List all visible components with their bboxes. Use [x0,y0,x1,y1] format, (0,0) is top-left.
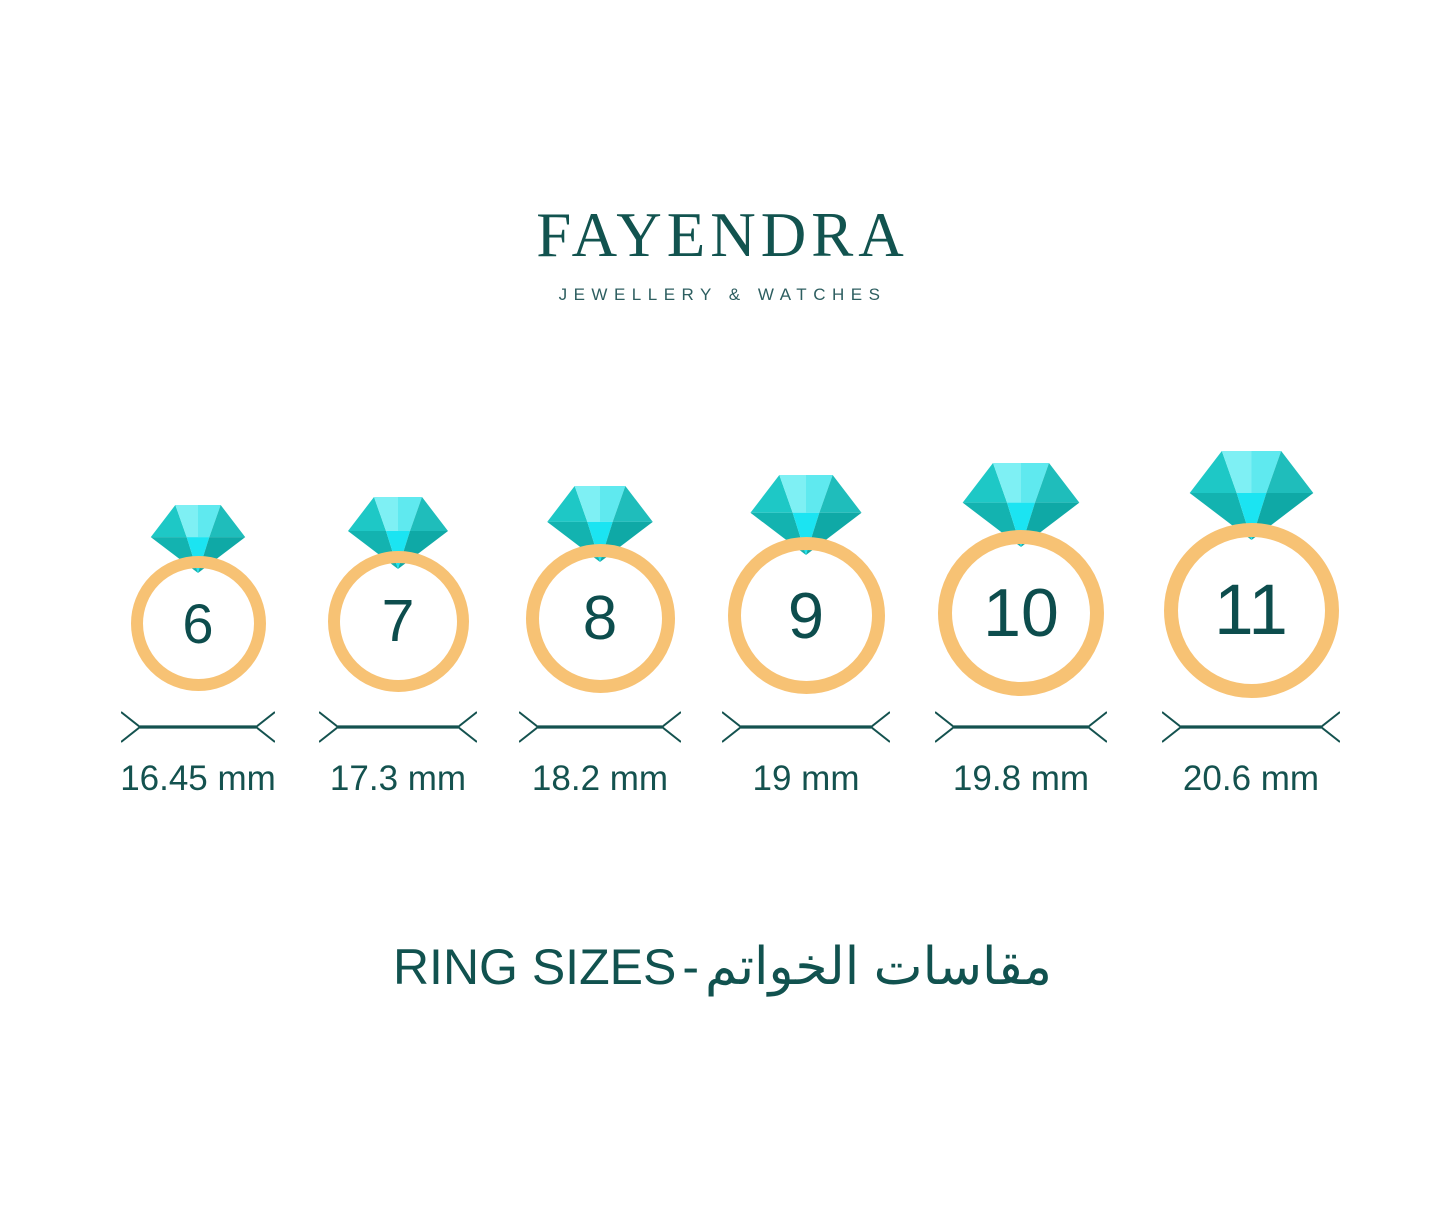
ring-diameter-label: 19 mm [752,759,860,798]
dimension-arrow-shape [1161,711,1341,743]
ring-diameter-label: 16.45 mm [120,759,276,798]
dimension-arrow-shape [120,711,276,743]
ring-diameter-label: 17.3 mm [329,759,467,798]
dimension-arrow [120,707,276,752]
dimension-arrow-shape [934,711,1108,743]
diamond-icon-shape [547,486,653,562]
dimension-arrow [721,707,891,752]
dimension-arrow [518,707,682,752]
ring-size-number: 10 [983,575,1059,651]
dimension-arrow [1161,707,1341,752]
caption-english: RING SIZES [392,939,677,995]
dimension-arrow-shape [318,711,478,743]
ring-size-number: 9 [787,579,825,652]
dimension-arrow-shape [721,711,891,743]
dimension-arrow [318,707,478,752]
brand-tagline: JEWELLERY & WATCHES [558,285,887,304]
diamond-icon [347,497,449,574]
ring-diameter-label: 19.8 mm [952,759,1090,798]
brand-logo: FAYENDRA JEWELLERY & WATCHES [0,204,1445,305]
diamond-icon-shape [348,497,448,569]
brand-name: FAYENDRA [536,200,909,270]
ring-size-number: 8 [582,583,618,653]
caption-separator: - [682,939,699,995]
ring-diameter-label: 20.6 mm [1182,759,1320,798]
ring-size-number: 7 [381,588,415,654]
caption-arabic: مقاسات الخواتم [704,938,1053,996]
chart-caption: RING SIZES - مقاسات الخواتم [0,938,1445,998]
diamond-icon [546,486,654,567]
ring-size-number: 6 [182,591,214,655]
dimension-arrow [934,707,1108,752]
ring-diameter-label: 18.2 mm [531,759,669,798]
dimension-arrow-shape [518,711,682,743]
ring-size-number: 11 [1214,571,1288,650]
